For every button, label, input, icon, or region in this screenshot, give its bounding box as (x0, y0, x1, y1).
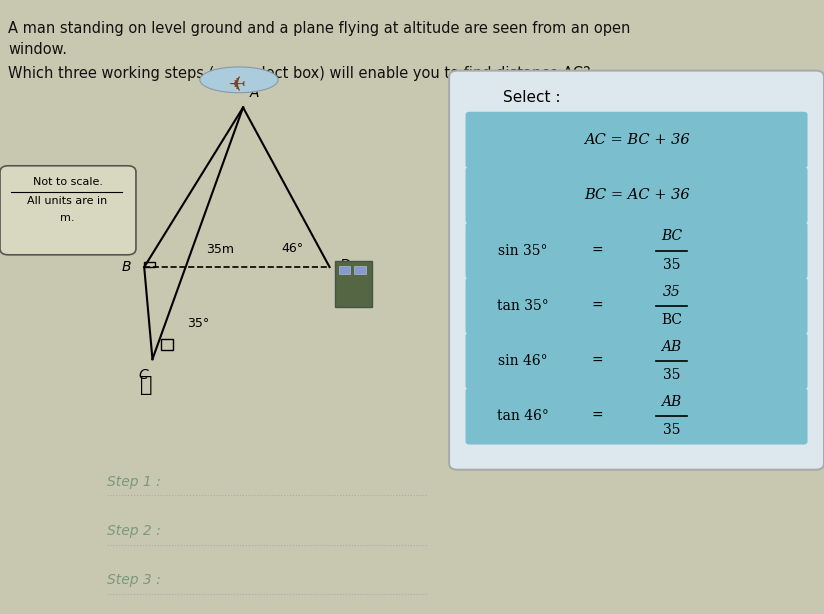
FancyBboxPatch shape (335, 261, 372, 307)
Text: =: = (592, 410, 603, 423)
FancyBboxPatch shape (466, 112, 808, 168)
Text: Not to scale.: Not to scale. (33, 177, 102, 187)
Text: tan 35°: tan 35° (498, 299, 549, 313)
Text: AC = BC + 36: AC = BC + 36 (583, 133, 690, 147)
Text: 🚶: 🚶 (139, 375, 152, 395)
FancyBboxPatch shape (354, 266, 366, 274)
Text: B: B (121, 260, 131, 274)
Text: BC: BC (661, 230, 682, 243)
Text: m.: m. (60, 213, 75, 223)
Text: window.: window. (8, 42, 68, 56)
Text: Step 1 :: Step 1 : (107, 475, 161, 489)
Text: 35°: 35° (186, 317, 209, 330)
Text: All units are in: All units are in (27, 196, 108, 206)
Text: 35: 35 (662, 424, 681, 437)
Text: ✈: ✈ (226, 70, 244, 90)
Text: Step 2 :: Step 2 : (107, 524, 161, 538)
Text: AB: AB (662, 395, 681, 409)
Text: Select :: Select : (503, 90, 560, 105)
FancyBboxPatch shape (466, 278, 808, 334)
Text: sin 46°: sin 46° (499, 354, 548, 368)
Text: Which three working steps (see select box) will enable you to find distance AC?: Which three working steps (see select bo… (8, 66, 591, 80)
Text: AB: AB (662, 340, 681, 354)
Text: =: = (592, 299, 603, 313)
FancyBboxPatch shape (0, 166, 136, 255)
Text: A: A (250, 86, 260, 100)
Text: 46°: 46° (282, 242, 303, 255)
Text: 35: 35 (662, 258, 681, 271)
FancyBboxPatch shape (466, 222, 808, 279)
Text: 35: 35 (662, 285, 681, 298)
FancyBboxPatch shape (449, 71, 824, 470)
Text: D: D (339, 258, 350, 272)
Text: BC: BC (661, 313, 682, 327)
FancyBboxPatch shape (466, 333, 808, 389)
Text: 35: 35 (662, 368, 681, 382)
FancyBboxPatch shape (466, 388, 808, 445)
Text: =: = (592, 244, 603, 257)
FancyBboxPatch shape (339, 266, 350, 274)
Ellipse shape (199, 67, 278, 93)
Text: =: = (592, 354, 603, 368)
Text: 35m: 35m (207, 243, 234, 256)
Text: Step 3 :: Step 3 : (107, 573, 161, 587)
Text: BC = AC + 36: BC = AC + 36 (583, 188, 690, 202)
Text: A man standing on level ground and a plane flying at altitude are seen from an o: A man standing on level ground and a pla… (8, 21, 630, 36)
Text: C: C (138, 368, 148, 383)
Text: sin 35°: sin 35° (499, 244, 548, 257)
FancyBboxPatch shape (466, 167, 808, 223)
Text: tan 46°: tan 46° (498, 410, 549, 423)
